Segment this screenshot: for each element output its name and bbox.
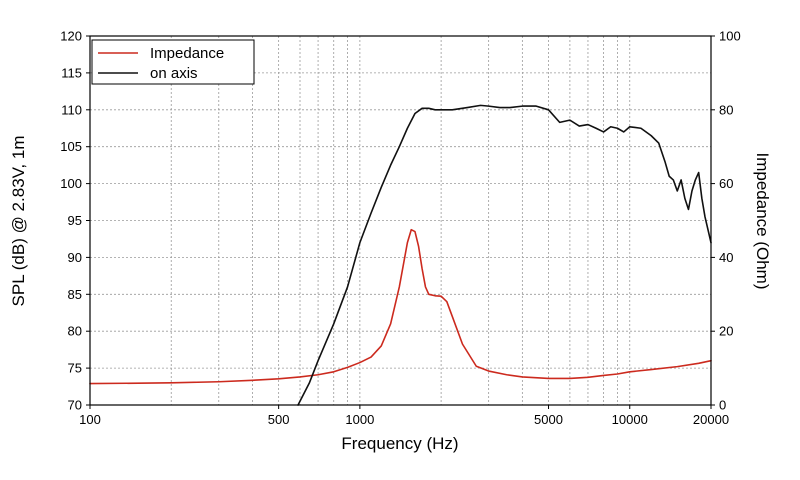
y-tick-label-right: 0: [719, 398, 726, 413]
y-tick-label-left: 110: [61, 102, 82, 117]
legend-label-impedance: Impedance: [150, 45, 224, 62]
x-tick-label: 5000: [534, 412, 563, 427]
y-tick-label-left: 70: [68, 398, 82, 413]
y-tick-label-right: 60: [719, 176, 733, 191]
y-tick-label-left: 95: [68, 213, 82, 228]
legend-box: [91, 39, 255, 85]
y-tick-label-left: 85: [68, 287, 82, 302]
x-tick-label: 10000: [612, 412, 648, 427]
x-tick-label: 500: [268, 412, 290, 427]
y-tick-label-left: 90: [68, 250, 82, 265]
y-tick-label-right: 80: [719, 102, 733, 117]
legend: Impedance on axis: [91, 39, 255, 85]
series-line-on-axis: [297, 104, 712, 406]
y-tick-label-right: 20: [719, 324, 733, 339]
x-tick-label: 20000: [693, 412, 729, 427]
y-tick-label-left: 105: [60, 139, 82, 154]
legend-label-on-axis: on axis: [150, 65, 198, 82]
y-tick-label-left: 100: [60, 176, 82, 191]
x-tick-label: 100: [79, 412, 101, 427]
y-tick-label-left: 80: [68, 324, 82, 339]
x-tick-label: 1000: [345, 412, 374, 427]
ticks: 70 75 80 85 90 95 100 105 110 115 120 0 20 40 60 80 100 1…: [60, 29, 740, 428]
y-tick-label-right: 40: [719, 250, 733, 265]
y-tick-label-left: 120: [60, 29, 82, 44]
y-tick-label-left: 115: [61, 65, 82, 80]
y-tick-label-left: 75: [68, 361, 82, 376]
y-axis-title-right: Impedance (Ohm): [753, 153, 772, 290]
grid: [90, 36, 711, 405]
curves: [89, 104, 712, 406]
y-tick-label-right: 100: [719, 29, 741, 44]
series-line-impedance: [89, 228, 712, 385]
y-axis-title-left: SPL (dB) @ 2.83V, 1m: [9, 136, 28, 307]
x-axis-title: Frequency (Hz): [341, 434, 458, 453]
